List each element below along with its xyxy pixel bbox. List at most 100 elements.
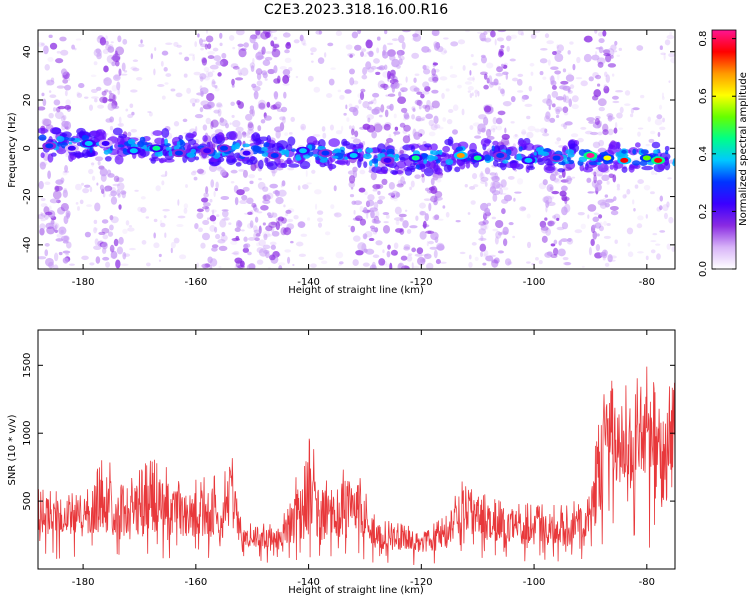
heatmap-streak-blob <box>60 235 69 242</box>
heatmap-streak-blob <box>202 206 209 210</box>
heatmap-streak-blob <box>488 75 493 84</box>
heatmap-speckle <box>401 89 405 93</box>
heatmap-speckle <box>155 185 161 192</box>
heatmap-streak-blob <box>380 104 385 113</box>
heatmap-streak-blob <box>359 218 367 226</box>
heatmap-band-blob <box>114 154 124 165</box>
heatmap-streak-blob <box>425 113 433 120</box>
heatmap-streak-blob <box>539 220 547 228</box>
heatmap-speckle <box>179 254 187 260</box>
heatmap-hotspot-core <box>67 145 76 151</box>
heatmap-band-blob <box>613 163 619 171</box>
heatmap-streak-blob <box>601 174 610 182</box>
heatmap-streak-blob <box>101 219 109 224</box>
heatmap-band-core <box>540 151 550 157</box>
heatmap-streak-blob <box>432 215 439 221</box>
heatmap-streak-blob <box>99 167 108 177</box>
heatmap-speckle <box>193 71 201 76</box>
heatmap-streak-blob <box>246 197 254 205</box>
heatmap-streak-blob <box>501 208 506 215</box>
heatmap-y-tick-label: -20 <box>22 188 33 204</box>
heatmap-streak-blob <box>118 204 122 210</box>
heatmap-streak-blob <box>278 265 283 269</box>
heatmap-band-core <box>429 155 439 161</box>
heatmap-streak-blob <box>412 33 422 42</box>
heatmap-band-blob <box>423 143 432 148</box>
heatmap-speckle <box>524 103 533 108</box>
heatmap-speckle <box>75 202 79 205</box>
heatmap-streak-blob <box>266 101 271 108</box>
heatmap-band-blob <box>276 162 286 168</box>
heatmap-speckle <box>634 184 639 189</box>
heatmap-speckle <box>575 77 583 80</box>
heatmap-streak-blob <box>495 230 502 239</box>
heatmap-speckle <box>210 209 217 213</box>
heatmap-streak-blob <box>411 247 417 253</box>
heatmap-band-blob <box>229 130 238 141</box>
heatmap-streak-blob <box>564 196 568 205</box>
heatmap-speckle <box>212 70 215 73</box>
heatmap-hotspot-core <box>129 148 138 154</box>
heatmap-band-core <box>394 153 400 160</box>
heatmap-band-core <box>565 149 575 155</box>
heatmap-speckle <box>209 198 213 203</box>
heatmap-speckle <box>526 213 531 219</box>
heatmap-speckle <box>348 225 351 228</box>
heatmap-streak-blob <box>210 119 219 128</box>
heatmap-speckle <box>112 74 121 81</box>
heatmap-streak-blob <box>422 81 430 88</box>
heatmap-streak-blob <box>551 90 559 98</box>
heatmap-streak-blob <box>555 114 560 119</box>
heatmap-speckle <box>648 138 655 143</box>
heatmap-speckle <box>293 39 300 44</box>
heatmap-speckle <box>214 87 220 92</box>
heatmap-speckle <box>521 129 527 136</box>
heatmap-streak-blob <box>560 80 569 85</box>
heatmap-streak-blob <box>413 131 421 140</box>
heatmap-band-blob <box>150 158 156 164</box>
heatmap-streak-blob <box>252 41 259 51</box>
heatmap-streak-blob <box>480 176 489 182</box>
heatmap-band-core <box>232 144 240 148</box>
heatmap-speckle <box>604 262 610 267</box>
heatmap-speckle <box>297 185 301 191</box>
heatmap-band-core <box>423 159 428 164</box>
heatmap-streak-blob <box>60 177 65 183</box>
heatmap-streak-blob <box>54 185 60 192</box>
heatmap-hotspot-core <box>654 157 663 163</box>
heatmap-speckle <box>79 199 84 205</box>
heatmap-speckle <box>414 73 420 76</box>
heatmap-speckle <box>359 169 366 175</box>
heatmap-streak-blob <box>354 130 359 138</box>
heatmap-streak-blob <box>373 219 381 224</box>
snr-x-tick-label: -160 <box>184 577 207 588</box>
heatmap-streak-blob <box>112 53 121 63</box>
heatmap-band-blob <box>621 166 628 173</box>
heatmap-speckle <box>313 86 321 93</box>
heatmap-speckle <box>277 262 286 266</box>
heatmap-streak-blob <box>196 168 204 174</box>
heatmap-speckle <box>40 203 48 208</box>
heatmap-speckle <box>470 54 474 58</box>
heatmap-speckle <box>650 249 656 254</box>
heatmap-streak-blob <box>257 125 262 132</box>
heatmap-speckle <box>54 224 58 230</box>
heatmap-speckle <box>91 175 96 181</box>
heatmap-band-blob <box>152 130 163 137</box>
heatmap-streak-blob <box>200 242 206 249</box>
heatmap-streak-blob <box>386 250 391 258</box>
heatmap-marks <box>38 30 675 269</box>
heatmap-speckle <box>633 208 636 212</box>
heatmap-streak-blob <box>235 260 243 269</box>
heatmap-streak-blob <box>370 228 377 232</box>
heatmap-streak-blob <box>281 180 286 187</box>
heatmap-speckle <box>90 74 97 78</box>
heatmap-streak-blob <box>591 95 599 101</box>
heatmap-streak-blob <box>422 220 427 229</box>
heatmap-speckle <box>329 124 334 131</box>
heatmap-streak-blob <box>549 173 557 182</box>
heatmap-streak-blob <box>550 75 555 85</box>
heatmap-speckle <box>477 131 480 135</box>
heatmap-speckle <box>228 222 232 225</box>
heatmap-streak-blob <box>555 108 561 115</box>
